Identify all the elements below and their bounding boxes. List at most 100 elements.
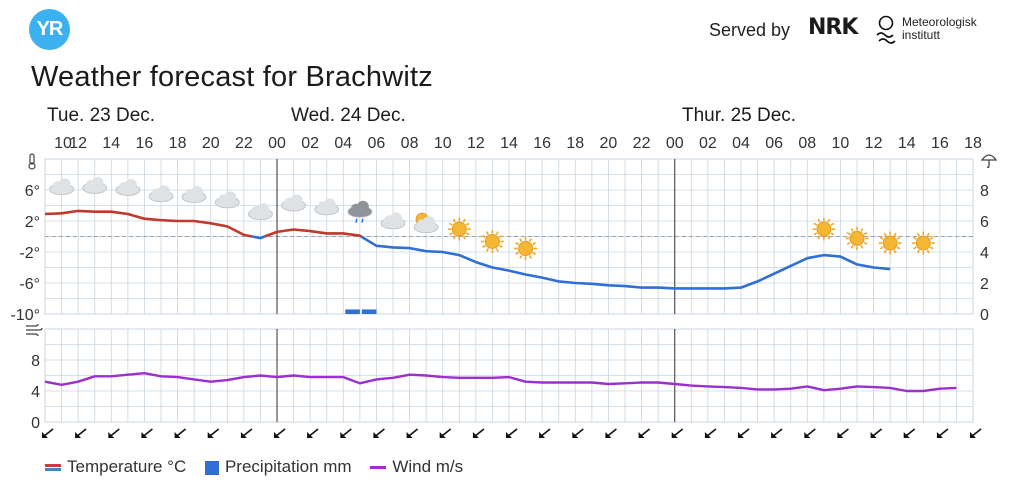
wind-direction-arrow-icon [75, 428, 87, 438]
wind-tick-label: 8 [31, 353, 40, 370]
page-title: Weather forecast for Brachwitz [31, 61, 433, 93]
temp-tick-label: 6° [25, 183, 40, 200]
wind-direction-arrows [42, 428, 982, 438]
wind-direction-arrow-icon [671, 428, 684, 438]
cloud-icon [115, 179, 141, 196]
served-by-label: Served by [709, 20, 791, 40]
met-line-2: institutt [902, 28, 941, 42]
hour-label: 04 [732, 135, 750, 152]
hour-label: 18 [964, 135, 982, 152]
sun-icon [514, 237, 538, 260]
hour-label: 14 [898, 135, 916, 152]
precipitation-bar [361, 309, 377, 314]
hour-label: 04 [334, 135, 352, 152]
hour-label: 16 [931, 135, 949, 152]
wind-direction-arrow-icon [870, 428, 883, 438]
axis-labels: 6° 2° -2° -6° -10° 8 6 4 2 0 8 4 0 [10, 183, 989, 432]
temperature-grid [44, 158, 974, 315]
sun-icon [447, 217, 471, 241]
hour-label: 22 [235, 135, 253, 152]
hour-label: 08 [401, 135, 419, 152]
wind-tick-label: 0 [31, 415, 40, 432]
wind-icon [26, 323, 43, 337]
umbrella-icon [980, 154, 998, 168]
cloud-icon [247, 203, 273, 221]
precip-tick-label: 0 [980, 307, 989, 324]
hour-label: 18 [566, 135, 584, 152]
precip-tick-label: 6 [980, 214, 989, 231]
hour-label: 12 [69, 135, 87, 152]
temperature-line-warm [44, 209, 253, 238]
hour-label: 10 [54, 135, 72, 152]
hour-label: 16 [136, 135, 154, 152]
wind-line [44, 372, 957, 393]
cloud-icon [181, 186, 207, 203]
hour-label: 00 [268, 135, 286, 152]
wind-direction-arrow-icon [439, 428, 452, 438]
wind-direction-arrow-icon [141, 428, 153, 438]
wind-direction-arrow-icon [207, 428, 220, 438]
wind-direction-arrow-icon [605, 428, 617, 438]
hour-label: 22 [633, 135, 651, 152]
hour-label: 12 [865, 135, 883, 152]
legend-wind-swatch [370, 466, 387, 470]
precip-tick-label: 2 [980, 276, 989, 293]
wind-direction-arrow-icon [539, 428, 551, 438]
hour-label: 00 [666, 135, 684, 152]
partly-cloudy-icon [413, 212, 439, 234]
legend-precipitation: Precipitation mm [204, 457, 352, 477]
temp-tick-label: -2° [19, 245, 40, 262]
temperature-line [44, 209, 891, 290]
wind-direction-arrow-icon [340, 428, 352, 438]
forecast-chart: Tue. 23 Dec. Wed. 24 Dec. Thur. 25 Dec. 10… [10, 105, 998, 438]
met-institute-logo[interactable]: Meteorologisk institutt [902, 16, 977, 42]
wind-direction-arrow-icon [506, 428, 518, 438]
header: YR Served by NRK Meteorologisk institutt [0, 0, 1024, 60]
day-label: Wed. 24 Dec. [291, 105, 406, 126]
hour-label: 02 [699, 135, 717, 152]
hour-label: 18 [169, 135, 187, 152]
precipitation-bars [345, 309, 377, 314]
precip-tick-label: 4 [980, 245, 989, 262]
wind-grid [44, 328, 974, 423]
wind-direction-arrow-icon [42, 428, 54, 438]
wind-direction-arrow-icon [970, 428, 982, 438]
sun-icon [911, 231, 935, 255]
wind-line [44, 372, 957, 393]
legend-temperature-label: Temperature °C [67, 457, 187, 476]
precip-tick-label: 8 [980, 183, 989, 200]
wind-direction-arrow-icon [704, 428, 717, 438]
met-line-1: Meteorologisk [902, 15, 977, 29]
weather-symbols [49, 177, 960, 271]
hour-label: 02 [301, 135, 319, 152]
hour-label: 16 [533, 135, 551, 152]
day-label: Thur. 25 Dec. [682, 105, 796, 126]
day-labels: Tue. 23 Dec. Wed. 24 Dec. Thur. 25 Dec. [47, 105, 796, 126]
wind-direction-arrow-icon [472, 428, 485, 438]
wind-direction-arrow-icon [240, 428, 253, 438]
legend-precipitation-label: Precipitation mm [224, 457, 352, 476]
cloud-icon [314, 198, 340, 216]
legend-precipitation-swatch [204, 460, 219, 475]
wind-direction-arrow-icon [936, 428, 949, 438]
wind-direction-arrow-icon [572, 428, 584, 438]
cloud-icon [49, 178, 74, 196]
yr-logo[interactable]: YR [29, 9, 70, 50]
cloud-icon [380, 212, 406, 230]
wind-tick-label: 4 [31, 384, 40, 401]
wind-direction-arrow-icon [108, 428, 120, 438]
wind-direction-arrow-icon [307, 428, 319, 438]
temp-tick-label: 2° [25, 214, 40, 231]
hour-label: 06 [368, 135, 386, 152]
hour-label: 10 [832, 135, 850, 152]
hour-label: 06 [765, 135, 783, 152]
temperature-line-cold [251, 235, 266, 240]
hour-label: 14 [102, 135, 120, 152]
legend-wind: Wind m/s [370, 457, 463, 477]
hour-label: 10 [434, 135, 452, 152]
wind-direction-arrow-icon [174, 428, 187, 438]
precipitation-bar [345, 309, 360, 314]
nrk-logo[interactable]: NRK [808, 15, 858, 40]
cloud-icon [214, 191, 240, 209]
